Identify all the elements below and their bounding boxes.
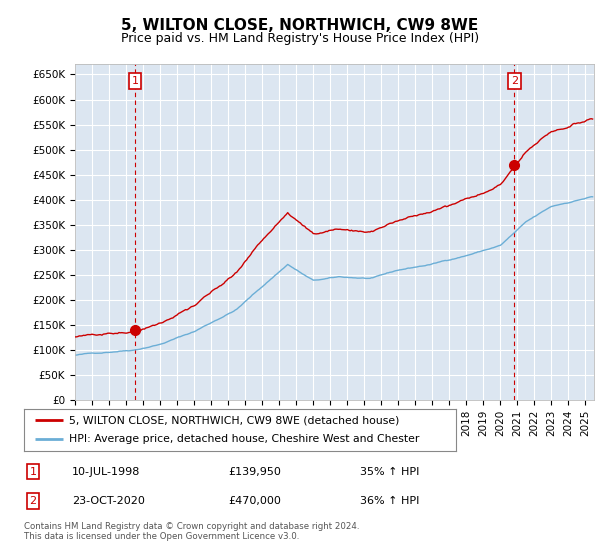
Text: 35% ↑ HPI: 35% ↑ HPI bbox=[360, 466, 419, 477]
Text: 5, WILTON CLOSE, NORTHWICH, CW9 8WE: 5, WILTON CLOSE, NORTHWICH, CW9 8WE bbox=[121, 18, 479, 33]
Text: 1: 1 bbox=[131, 76, 139, 86]
Text: 10-JUL-1998: 10-JUL-1998 bbox=[72, 466, 140, 477]
Text: HPI: Average price, detached house, Cheshire West and Chester: HPI: Average price, detached house, Ches… bbox=[70, 435, 420, 445]
Text: 5, WILTON CLOSE, NORTHWICH, CW9 8WE (detached house): 5, WILTON CLOSE, NORTHWICH, CW9 8WE (det… bbox=[70, 415, 400, 425]
Text: 2: 2 bbox=[511, 76, 518, 86]
Text: 2: 2 bbox=[29, 496, 37, 506]
Text: Contains HM Land Registry data © Crown copyright and database right 2024.
This d: Contains HM Land Registry data © Crown c… bbox=[24, 522, 359, 542]
Text: 23-OCT-2020: 23-OCT-2020 bbox=[72, 496, 145, 506]
Text: 1: 1 bbox=[29, 466, 37, 477]
Text: £470,000: £470,000 bbox=[228, 496, 281, 506]
Text: 36% ↑ HPI: 36% ↑ HPI bbox=[360, 496, 419, 506]
Text: Price paid vs. HM Land Registry's House Price Index (HPI): Price paid vs. HM Land Registry's House … bbox=[121, 32, 479, 45]
Text: £139,950: £139,950 bbox=[228, 466, 281, 477]
